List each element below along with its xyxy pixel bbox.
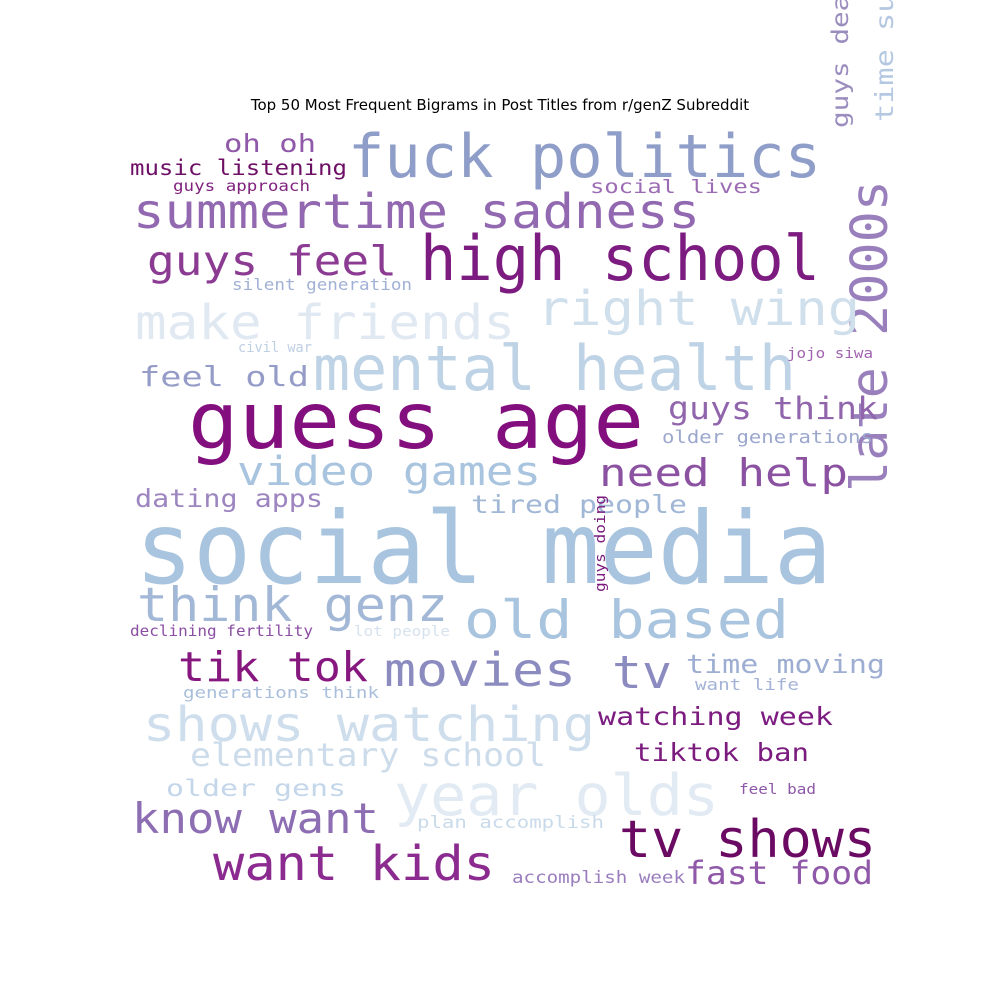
word-summertime-sadness: summertime sadness (133, 184, 700, 240)
word-guys-feel: guys feel (147, 237, 397, 285)
word-late-2000s: late 2000s (841, 180, 900, 492)
word-older-gens: older gens (166, 776, 346, 802)
word-year-olds: year olds (394, 763, 719, 829)
word-high-school: high school (420, 222, 820, 295)
word-know-want: know want (132, 794, 379, 843)
word-dating-apps: dating apps (135, 484, 323, 513)
word-guys-approach: guys approach (173, 177, 310, 195)
word-feel-bad: feel bad (739, 782, 816, 798)
word-jojo-siwa: jojo siwa (787, 346, 873, 362)
word-tv: tv (612, 646, 672, 699)
word-music-listening: music listening (130, 156, 347, 180)
word-guys-doing: guys doing (593, 495, 609, 592)
word-need-help: need help (599, 451, 848, 495)
word-elementary-school: elementary school (190, 736, 546, 774)
word-guess-age: guess age (188, 377, 644, 467)
word-want-life: want life (695, 675, 799, 694)
word-time-summertime: time summertime (870, 0, 899, 122)
word-civil-war: civil war (238, 340, 312, 356)
word-tiktok-ban: tiktok ban (634, 738, 809, 767)
word-guys-deal: guys deal (828, 0, 854, 128)
word-fast-food: fast food (685, 854, 873, 892)
word-social-lives: social lives (590, 176, 762, 198)
word-watching-week: watching week (598, 702, 833, 731)
word-tired-people: tired people (471, 490, 687, 519)
word-fuck-politics: fuck politics (348, 122, 821, 192)
word-right-wing: right wing (537, 281, 860, 337)
word-oh-oh: oh oh (224, 129, 316, 158)
word-feel-old: feel old (139, 360, 309, 393)
word-generations-think: generations think (183, 683, 379, 702)
word-plan-accomplish: plan accomplish (417, 813, 604, 833)
word-make-friends: make friends (135, 295, 515, 351)
word-shows-watching: shows watching (143, 697, 595, 753)
word-social-media: social media (135, 490, 832, 607)
word-tv-shows: tv shows (619, 810, 876, 870)
word-want-kids: want kids (213, 836, 495, 892)
chart-title: Top 50 Most Frequent Bigrams in Post Tit… (250, 96, 750, 114)
word-mental-health: mental health (313, 332, 796, 405)
word-movies: movies (384, 643, 576, 697)
word-silent-generation: silent generation (232, 275, 412, 294)
word-lot-people: lot people (354, 624, 450, 640)
word-tik-tok: tik tok (178, 643, 368, 691)
word-declining-fertility: declining fertility (130, 622, 313, 640)
word-time-moving: time moving (686, 650, 885, 680)
word-video-games: video games (237, 449, 541, 495)
word-think-genz: think genz (137, 578, 448, 633)
word-guys-think: guys think (668, 391, 878, 427)
word-old-based: old based (464, 590, 789, 651)
word-older-generations: older generations (662, 427, 873, 448)
word-accomplish-week: accomplish week (512, 868, 685, 888)
